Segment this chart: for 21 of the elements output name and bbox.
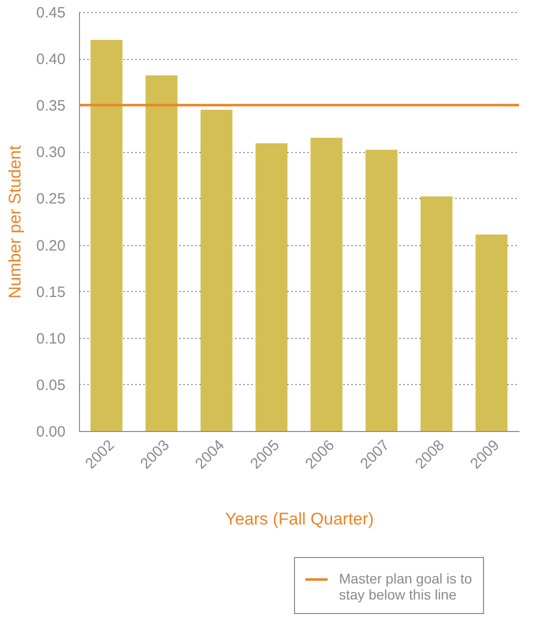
y-tick-label: 0.00 (36, 424, 66, 440)
y-tick-label: 0.20 (36, 237, 66, 254)
y-tick-label: 0.25 (36, 190, 66, 208)
y-tick-label: 0.45 (36, 4, 66, 22)
bar (90, 40, 122, 431)
bar (366, 150, 398, 431)
bar (146, 75, 178, 431)
y-axis-title: Number per Student (5, 145, 24, 299)
bar (420, 196, 452, 431)
bar (256, 143, 288, 431)
y-tick-label: 0.30 (36, 144, 66, 162)
y-tick-label: 0.35 (36, 98, 66, 115)
bar (200, 110, 232, 431)
bar (476, 234, 508, 431)
y-tick-label: 0.15 (36, 284, 66, 301)
legend-label: Master plan goal is to stay below this line (339, 570, 472, 602)
y-tick-label: 0.40 (36, 51, 66, 68)
y-tick-label: 0.10 (36, 330, 66, 348)
bar (310, 138, 342, 431)
x-axis-title: Years (Fall Quarter) (225, 510, 374, 529)
y-tick-label: 0.05 (36, 376, 66, 394)
